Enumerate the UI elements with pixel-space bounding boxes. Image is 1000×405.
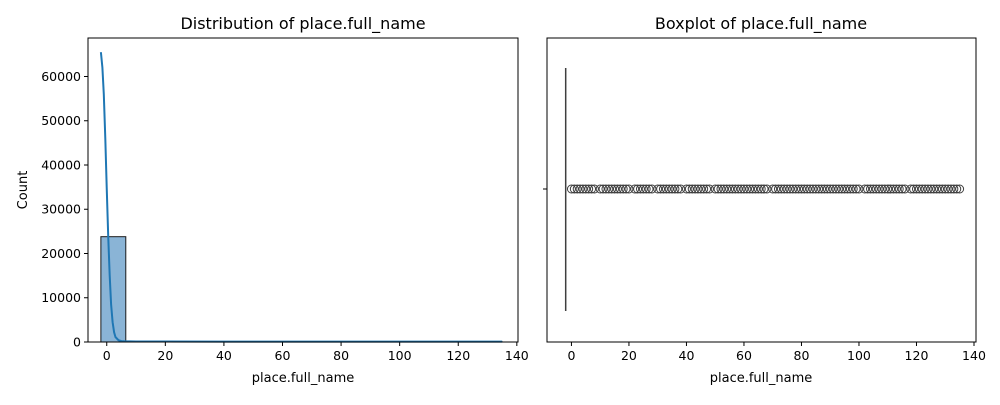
boxplot-x-tick-label: 0 [567, 348, 575, 363]
boxplot-x-tick-label: 120 [905, 348, 929, 363]
histogram-x-tick-label: 40 [216, 348, 232, 363]
histogram-x-tick-label: 100 [388, 348, 412, 363]
histogram-y-tick-label: 50000 [41, 113, 81, 128]
boxplot-x-tick-label: 140 [962, 348, 986, 363]
histogram-x-tick-label: 0 [103, 348, 111, 363]
histogram-y-tick-label: 0 [73, 335, 81, 350]
histogram-y-tick-label: 40000 [41, 157, 81, 172]
histogram-x-axis-label: place.full_name [252, 371, 355, 386]
boxplot-x-tick-label: 100 [847, 348, 871, 363]
boxplot-x-tick-label: 60 [736, 348, 752, 363]
boxplot-x-tick-label: 40 [679, 348, 695, 363]
histogram-y-tick-label: 20000 [41, 246, 81, 261]
histogram-title: Distribution of place.full_name [180, 14, 425, 34]
boxplot-x-tick-label: 20 [621, 348, 637, 363]
histogram-y-axis-label: Count [16, 171, 31, 210]
boxplot-x-axis-label: place.full_name [710, 371, 813, 386]
histogram-x-tick-label: 140 [505, 348, 529, 363]
histogram-y-tick-label: 10000 [41, 290, 81, 305]
histogram-x-tick-label: 80 [333, 348, 349, 363]
histogram-y-tick-label: 30000 [41, 202, 81, 217]
histogram-x-tick-label: 120 [446, 348, 470, 363]
histogram-x-tick-label: 20 [157, 348, 173, 363]
histogram-y-tick-label: 60000 [41, 69, 81, 84]
boxplot-title: Boxplot of place.full_name [655, 14, 867, 34]
boxplot-x-tick-label: 80 [794, 348, 810, 363]
histogram-x-tick-label: 60 [275, 348, 291, 363]
